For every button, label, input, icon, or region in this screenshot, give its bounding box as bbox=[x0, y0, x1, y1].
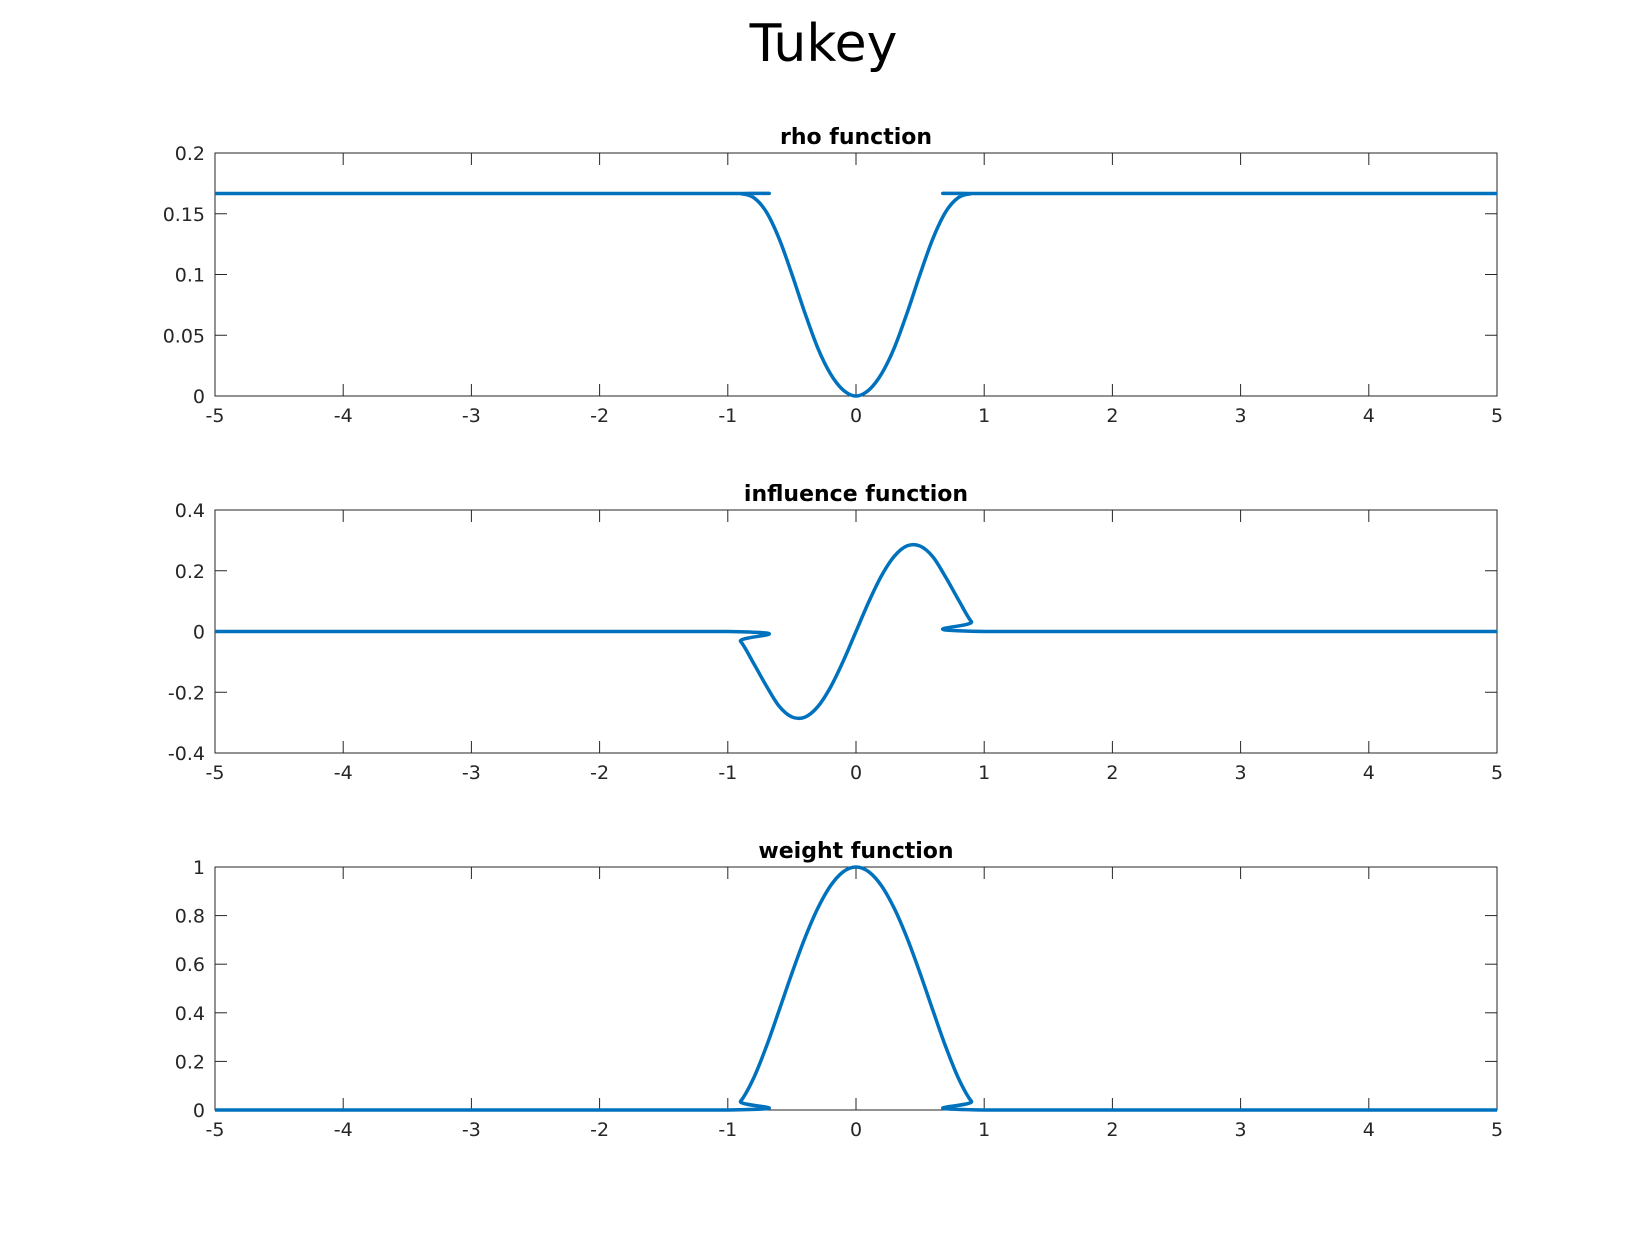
x-tick-label: 0 bbox=[850, 762, 862, 784]
x-tick-label: 4 bbox=[1363, 762, 1375, 784]
x-tick-label: 5 bbox=[1491, 405, 1503, 427]
x-tick-label: -4 bbox=[334, 405, 353, 427]
x-tick-label: 0 bbox=[850, 1119, 862, 1141]
x-tick-label: -3 bbox=[462, 1119, 481, 1141]
x-tick-label: 2 bbox=[1106, 762, 1118, 784]
x-tick-label: -2 bbox=[590, 1119, 609, 1141]
y-tick-label: 0 bbox=[193, 622, 205, 644]
x-tick-label: -2 bbox=[590, 405, 609, 427]
series-line bbox=[215, 865, 1497, 1112]
x-tick-label: 5 bbox=[1491, 1119, 1503, 1141]
y-tick-label: 0.2 bbox=[175, 561, 205, 583]
x-tick-label: 2 bbox=[1106, 405, 1118, 427]
subplot-title: influence function bbox=[744, 482, 968, 507]
y-tick-label: 0.6 bbox=[175, 954, 205, 976]
series-line bbox=[215, 542, 1497, 721]
y-tick-label: 0.2 bbox=[175, 1051, 205, 1073]
x-tick-label: -1 bbox=[718, 405, 737, 427]
x-tick-label: 2 bbox=[1106, 1119, 1118, 1141]
axes-box bbox=[214, 866, 1498, 1111]
x-tick-label: 4 bbox=[1363, 405, 1375, 427]
y-tick-label: 0.8 bbox=[175, 906, 205, 928]
x-tick-label: 1 bbox=[978, 762, 990, 784]
figure-title: Tukey bbox=[749, 14, 898, 74]
y-tick-label: -0.2 bbox=[168, 682, 205, 704]
x-tick-label: -4 bbox=[334, 1119, 353, 1141]
x-tick-label: -1 bbox=[718, 762, 737, 784]
x-tick-label: 0 bbox=[850, 405, 862, 427]
x-tick-label: -5 bbox=[206, 405, 225, 427]
x-tick-label: 5 bbox=[1491, 762, 1503, 784]
x-tick-label: 3 bbox=[1235, 405, 1247, 427]
y-tick-label: 0 bbox=[193, 386, 205, 408]
y-tick-label: 0.4 bbox=[175, 1003, 205, 1025]
subplot-2: influence function -5 -4 -3 -2 -1 0 1 2 3 4 5 -0.4 -0… bbox=[168, 482, 1503, 784]
subplot-title: rho function bbox=[780, 125, 932, 150]
y-tick-label: 0.2 bbox=[175, 143, 205, 165]
x-tick-label: -5 bbox=[206, 1119, 225, 1141]
y-tick-label: 0 bbox=[193, 1100, 205, 1122]
x-tick-label: -3 bbox=[462, 762, 481, 784]
x-tick-label: 3 bbox=[1235, 1119, 1247, 1141]
x-tick-label: -4 bbox=[334, 762, 353, 784]
x-tick-label: 3 bbox=[1235, 762, 1247, 784]
x-tick-label: 4 bbox=[1363, 1119, 1375, 1141]
x-tick-label: 1 bbox=[978, 405, 990, 427]
y-tick-label: -0.4 bbox=[168, 743, 205, 765]
axes-box bbox=[214, 152, 1498, 397]
series-line bbox=[215, 191, 1497, 398]
x-tick-label: -3 bbox=[462, 405, 481, 427]
y-tick-label: 0.4 bbox=[175, 500, 205, 522]
subplot-title: weight function bbox=[758, 839, 953, 864]
x-tick-label: -1 bbox=[718, 1119, 737, 1141]
x-tick-label: 1 bbox=[978, 1119, 990, 1141]
y-tick-label: 1 bbox=[193, 857, 205, 879]
x-tick-label: -5 bbox=[206, 762, 225, 784]
y-tick-label: 0.1 bbox=[175, 265, 205, 287]
y-tick-label: 0.05 bbox=[163, 325, 205, 347]
subplot-1: rho function -5 -4 -3 -2 -1 0 1 2 3 4 5 0 0.05 0.1 0.15… bbox=[163, 125, 1503, 427]
subplot-3: weight function -5 -4 -3 -2 -1 0 1 2 3 4 5 0 0.2 0.4 0.… bbox=[175, 839, 1503, 1141]
y-tick-label: 0.15 bbox=[163, 204, 205, 226]
x-tick-label: -2 bbox=[590, 762, 609, 784]
